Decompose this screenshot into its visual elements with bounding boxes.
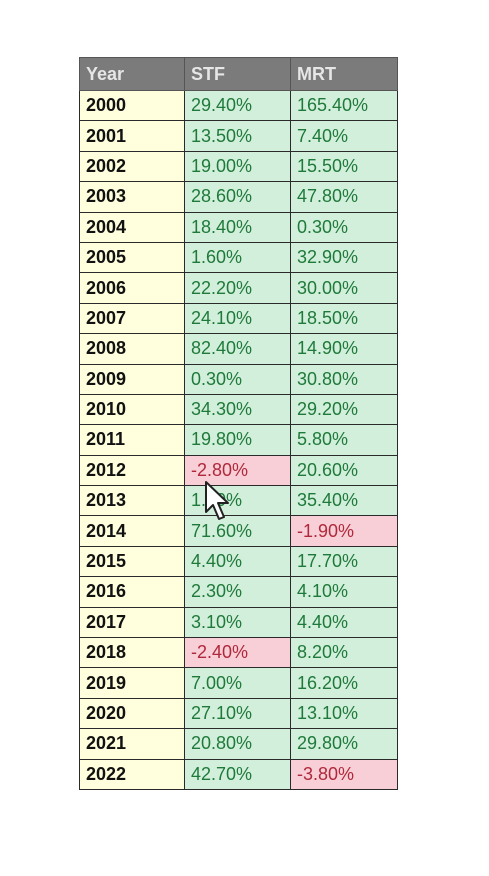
table-row: 2004 18.40% 0.30% bbox=[79, 211, 398, 243]
stf-cell[interactable]: 28.60% bbox=[184, 181, 291, 213]
year-cell[interactable]: 2010 bbox=[79, 393, 185, 426]
table-row: 2011 19.80% 5.80% bbox=[79, 424, 398, 456]
table-row: 2001 13.50% 7.40% bbox=[79, 120, 398, 152]
mrt-cell[interactable]: 5.80% bbox=[290, 424, 398, 456]
stf-cell[interactable]: 3.10% bbox=[184, 606, 291, 639]
mrt-cell[interactable]: 8.20% bbox=[290, 637, 398, 669]
stf-cell[interactable]: 1.20% bbox=[184, 485, 291, 517]
mrt-cell[interactable]: 17.70% bbox=[290, 545, 398, 578]
table-row: 2018 -2.40% 8.20% bbox=[79, 637, 398, 669]
stf-cell[interactable]: 7.00% bbox=[184, 667, 291, 699]
table-row: 2021 20.80% 29.80% bbox=[79, 728, 398, 760]
column-header-mrt[interactable]: MRT bbox=[290, 57, 398, 91]
mrt-cell[interactable]: 16.20% bbox=[290, 667, 398, 699]
year-cell[interactable]: 2012 bbox=[79, 454, 185, 487]
table-row: 2013 1.20% 35.40% bbox=[79, 485, 398, 517]
column-header-year[interactable]: Year bbox=[79, 57, 185, 91]
mrt-cell[interactable]: -1.90% bbox=[290, 515, 398, 547]
mrt-cell[interactable]: 4.40% bbox=[290, 606, 398, 639]
mrt-cell[interactable]: 20.60% bbox=[290, 454, 398, 487]
stf-cell[interactable]: -2.40% bbox=[184, 637, 291, 669]
mrt-cell[interactable]: 13.10% bbox=[290, 697, 398, 730]
header-row: Year STF MRT bbox=[79, 57, 398, 91]
returns-table: Year STF MRT 2000 29.40% 165.40% 2001 13.50%… bbox=[79, 57, 398, 790]
table-header: Year STF MRT bbox=[79, 57, 398, 91]
mrt-cell[interactable]: 32.90% bbox=[290, 241, 398, 274]
stf-cell[interactable]: 2.30% bbox=[184, 576, 291, 608]
stf-cell[interactable]: 27.10% bbox=[184, 697, 291, 730]
year-cell[interactable]: 2009 bbox=[79, 363, 185, 395]
mrt-cell[interactable]: 47.80% bbox=[290, 181, 398, 213]
mrt-cell[interactable]: 165.40% bbox=[290, 89, 398, 122]
table-row: 2000 29.40% 165.40% bbox=[79, 89, 398, 122]
year-cell[interactable]: 2020 bbox=[79, 697, 185, 730]
stf-cell[interactable]: 19.00% bbox=[184, 150, 291, 183]
mrt-cell[interactable]: 14.90% bbox=[290, 333, 398, 365]
year-cell[interactable]: 2019 bbox=[79, 667, 185, 699]
year-cell[interactable]: 2004 bbox=[79, 211, 185, 243]
year-cell[interactable]: 2007 bbox=[79, 302, 185, 335]
stf-cell[interactable]: 71.60% bbox=[184, 515, 291, 547]
mrt-cell[interactable]: 18.50% bbox=[290, 302, 398, 335]
table-row: 2010 34.30% 29.20% bbox=[79, 393, 398, 426]
mrt-cell[interactable]: 30.80% bbox=[290, 363, 398, 395]
mrt-cell[interactable]: 15.50% bbox=[290, 150, 398, 183]
year-cell[interactable]: 2016 bbox=[79, 576, 185, 608]
table-row: 2019 7.00% 16.20% bbox=[79, 667, 398, 699]
stf-cell[interactable]: 24.10% bbox=[184, 302, 291, 335]
table-row: 2006 22.20% 30.00% bbox=[79, 272, 398, 304]
table-row: 2017 3.10% 4.40% bbox=[79, 606, 398, 639]
mrt-cell[interactable]: 0.30% bbox=[290, 211, 398, 243]
stf-cell[interactable]: 82.40% bbox=[184, 333, 291, 365]
mrt-cell[interactable]: 35.40% bbox=[290, 485, 398, 517]
stf-cell[interactable]: 13.50% bbox=[184, 120, 291, 152]
year-cell[interactable]: 2018 bbox=[79, 637, 185, 669]
table-row: 2020 27.10% 13.10% bbox=[79, 697, 398, 730]
stf-cell[interactable]: -2.80% bbox=[184, 454, 291, 487]
stf-cell[interactable]: 29.40% bbox=[184, 89, 291, 122]
table-row: 2022 42.70% -3.80% bbox=[79, 758, 398, 790]
mrt-cell[interactable]: 7.40% bbox=[290, 120, 398, 152]
stf-cell[interactable]: 34.30% bbox=[184, 393, 291, 426]
stf-cell[interactable]: 1.60% bbox=[184, 241, 291, 274]
year-cell[interactable]: 2011 bbox=[79, 424, 185, 456]
table-row: 2005 1.60% 32.90% bbox=[79, 241, 398, 274]
mrt-cell[interactable]: -3.80% bbox=[290, 758, 398, 790]
column-header-stf[interactable]: STF bbox=[184, 57, 291, 91]
year-cell[interactable]: 2014 bbox=[79, 515, 185, 547]
mrt-cell[interactable]: 29.80% bbox=[290, 728, 398, 760]
stf-cell[interactable]: 0.30% bbox=[184, 363, 291, 395]
year-cell[interactable]: 2000 bbox=[79, 89, 185, 122]
stf-cell[interactable]: 18.40% bbox=[184, 211, 291, 243]
year-cell[interactable]: 2021 bbox=[79, 728, 185, 760]
table-row: 2016 2.30% 4.10% bbox=[79, 576, 398, 608]
year-cell[interactable]: 2017 bbox=[79, 606, 185, 639]
stf-cell[interactable]: 19.80% bbox=[184, 424, 291, 456]
table-body: 2000 29.40% 165.40% 2001 13.50% 7.40% 2002 19.0… bbox=[79, 89, 398, 790]
table-row: 2002 19.00% 15.50% bbox=[79, 150, 398, 183]
year-cell[interactable]: 2005 bbox=[79, 241, 185, 274]
year-cell[interactable]: 2015 bbox=[79, 545, 185, 578]
year-cell[interactable]: 2022 bbox=[79, 758, 185, 790]
mrt-cell[interactable]: 4.10% bbox=[290, 576, 398, 608]
table-row: 2012 -2.80% 20.60% bbox=[79, 454, 398, 487]
mrt-cell[interactable]: 29.20% bbox=[290, 393, 398, 426]
year-cell[interactable]: 2006 bbox=[79, 272, 185, 304]
table-row: 2003 28.60% 47.80% bbox=[79, 181, 398, 213]
stf-cell[interactable]: 42.70% bbox=[184, 758, 291, 790]
mrt-cell[interactable]: 30.00% bbox=[290, 272, 398, 304]
table-row: 2014 71.60% -1.90% bbox=[79, 515, 398, 547]
table-row: 2008 82.40% 14.90% bbox=[79, 333, 398, 365]
year-cell[interactable]: 2003 bbox=[79, 181, 185, 213]
table-row: 2009 0.30% 30.80% bbox=[79, 363, 398, 395]
table-row: 2015 4.40% 17.70% bbox=[79, 545, 398, 578]
year-cell[interactable]: 2002 bbox=[79, 150, 185, 183]
year-cell[interactable]: 2013 bbox=[79, 485, 185, 517]
stf-cell[interactable]: 20.80% bbox=[184, 728, 291, 760]
stf-cell[interactable]: 4.40% bbox=[184, 545, 291, 578]
year-cell[interactable]: 2001 bbox=[79, 120, 185, 152]
stf-cell[interactable]: 22.20% bbox=[184, 272, 291, 304]
table-row: 2007 24.10% 18.50% bbox=[79, 302, 398, 335]
year-cell[interactable]: 2008 bbox=[79, 333, 185, 365]
